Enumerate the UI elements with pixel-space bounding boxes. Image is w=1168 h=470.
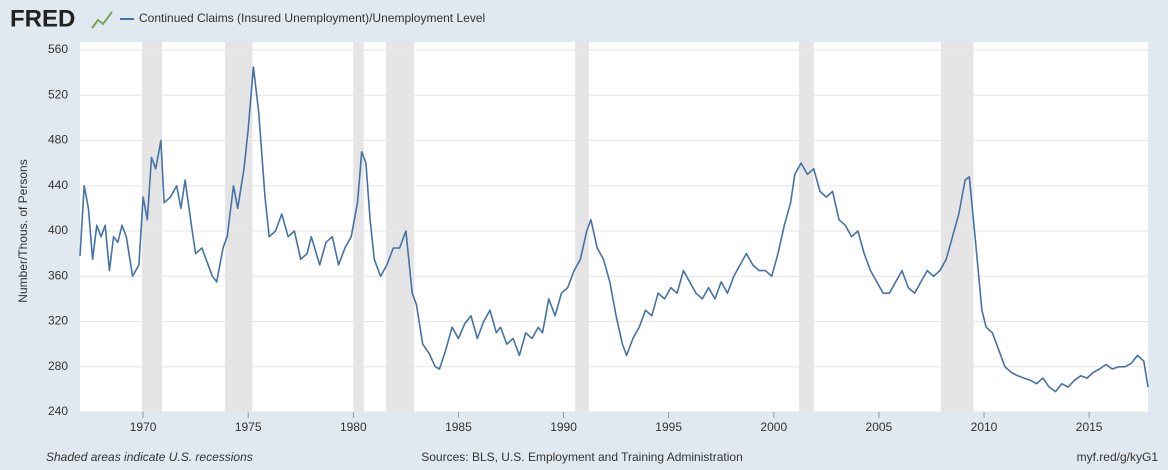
legend-label: Continued Claims (Insured Unemployment)/…	[139, 11, 485, 25]
footer-link: myf.red/g/kyG1	[1077, 450, 1159, 464]
y-tick-label: 400	[48, 223, 68, 237]
footer-source: Sources: BLS, U.S. Employment and Traini…	[421, 450, 743, 464]
x-tick-label: 1970	[130, 420, 157, 434]
x-tick-label: 1980	[340, 420, 367, 434]
y-tick-label: 480	[48, 133, 68, 147]
y-axis-label: Number/Thous. of Persons	[16, 159, 30, 302]
recession-band	[940, 42, 974, 412]
y-tick-label: 320	[48, 314, 68, 328]
recession-band	[385, 42, 415, 412]
data-line	[79, 66, 1149, 393]
x-tick-label: 2000	[760, 420, 787, 434]
brand-logo: FRED	[10, 5, 75, 32]
recession-band	[142, 42, 162, 412]
x-tick-label: 1975	[235, 420, 262, 434]
recession-band	[799, 42, 814, 412]
footer-note: Shaded areas indicate U.S. recessions	[46, 450, 253, 464]
y-tick-label: 560	[48, 42, 68, 56]
x-tick-label: 2015	[1076, 420, 1103, 434]
recession-band	[353, 42, 364, 412]
x-tick-label: 1985	[445, 420, 472, 434]
x-tick-label: 2010	[971, 420, 998, 434]
recession-band	[575, 42, 589, 412]
x-tick-label: 2005	[866, 420, 893, 434]
y-tick-label: 240	[48, 404, 68, 418]
logo-icon	[91, 11, 113, 29]
y-tick-label: 440	[48, 178, 68, 192]
recession-band	[225, 42, 253, 412]
x-tick-label: 1990	[550, 420, 577, 434]
y-tick-label: 280	[48, 359, 68, 373]
y-tick-label: 520	[48, 87, 68, 101]
y-tick-label: 360	[48, 268, 68, 282]
x-tick-label: 1995	[655, 420, 682, 434]
